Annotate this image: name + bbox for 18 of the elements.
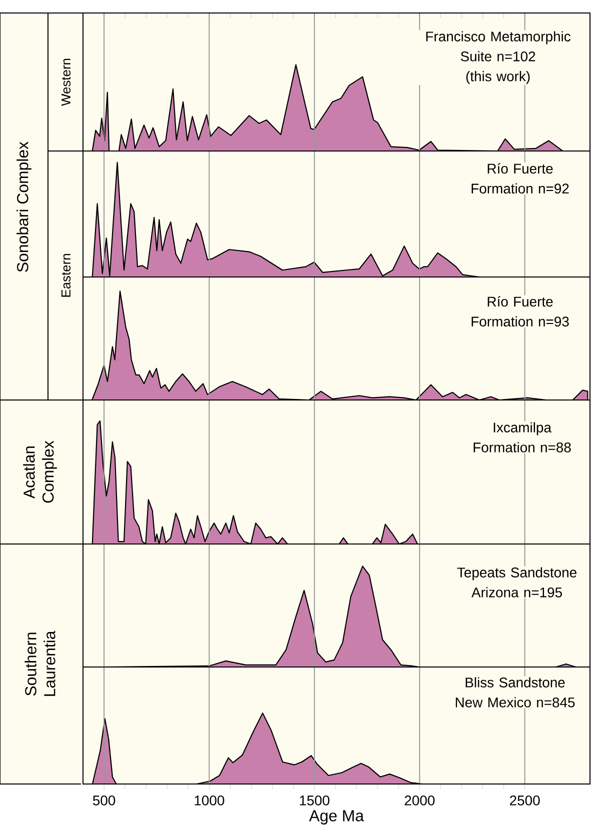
text: Río Fuerte Formation n=92 <box>472 163 569 194</box>
x-tick-label: 2500 <box>510 796 540 806</box>
x-tick-label: 2000 <box>404 796 435 806</box>
text: Río Fuerte Formation n=93 <box>472 296 569 327</box>
y-axis-title: Southern Laurentia <box>24 630 56 696</box>
y-axis-title: Western <box>61 58 71 106</box>
chart-title: Bliss Sandstone New Mexico n=845 <box>456 677 575 708</box>
text: Sonobari Complex <box>16 142 32 272</box>
x-tick-label: 500 <box>92 796 116 806</box>
chart-subtitle: (this work) <box>466 71 530 84</box>
x-tick-label: 1500 <box>300 796 330 806</box>
chart-title: Francisco Metamorphic Suite n=102 <box>426 31 570 62</box>
text: Tepeats Sandstone Arizona n=195 <box>457 567 576 598</box>
text: Ixcamilpa Formation n=88 <box>474 422 571 452</box>
y-axis-title: Eastern <box>61 254 71 297</box>
y-axis-title: Acatlan Complex <box>23 440 57 503</box>
x-tick-label: 1000 <box>194 796 224 806</box>
x-axis-title: Age Ma <box>309 810 364 825</box>
